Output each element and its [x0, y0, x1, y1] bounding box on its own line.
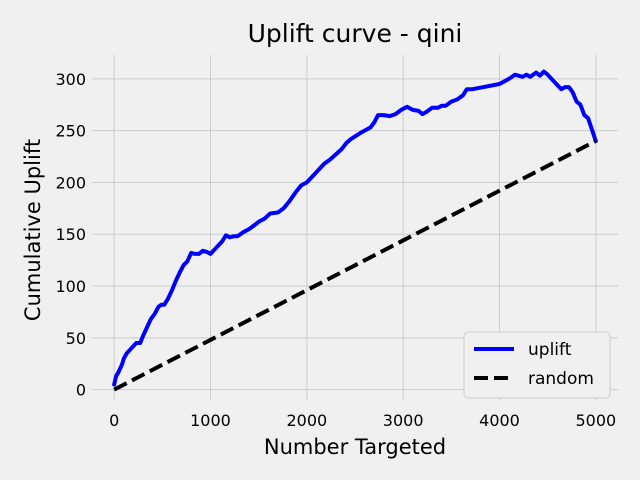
legend-random-label: random [528, 369, 594, 389]
y-tick-label: 50 [66, 329, 86, 348]
x-tick-label: 3000 [383, 411, 424, 430]
x-axis-label: Number Targeted [264, 435, 446, 459]
series-lines [112, 69, 598, 392]
x-tick-label: 4000 [479, 411, 520, 430]
y-tick-label: 0 [76, 381, 86, 400]
chart-title: Uplift curve - qini [248, 19, 463, 48]
x-tick-label: 5000 [575, 411, 616, 430]
y-tick-label: 100 [55, 277, 86, 296]
y-tick-label: 300 [55, 70, 86, 89]
series-line-random [113, 139, 597, 392]
x-tick-labels: 0 1000 2000 3000 4000 5000 [109, 411, 616, 430]
x-tick-label: 2000 [286, 411, 327, 430]
y-tick-label: 200 [55, 173, 86, 192]
y-tick-label: 250 [55, 122, 86, 141]
y-tick-labels: 0 50 100 150 200 250 300 [55, 70, 86, 400]
x-tick-label: 1000 [190, 411, 231, 430]
y-tick-label: 150 [55, 225, 86, 244]
grid [92, 55, 618, 400]
legend-uplift-label: uplift [528, 340, 572, 360]
series-line-uplift [112, 69, 598, 387]
x-tick-label: 0 [109, 411, 119, 430]
legend: uplift random [463, 331, 611, 399]
y-axis-label: Cumulative Uplift [21, 139, 45, 321]
